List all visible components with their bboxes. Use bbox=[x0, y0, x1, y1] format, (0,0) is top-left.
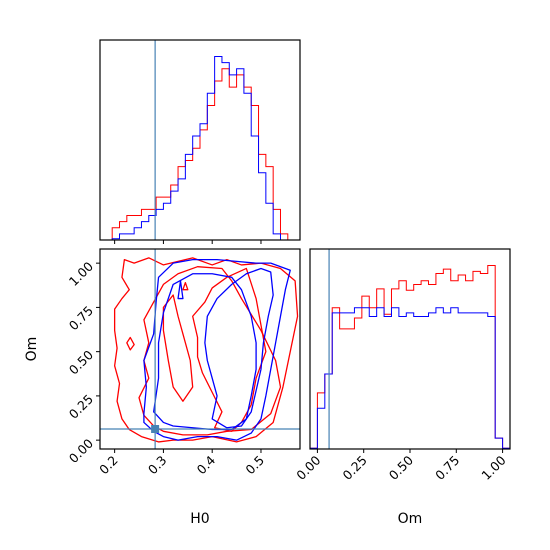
h0-histogram-red-step bbox=[111, 68, 289, 240]
h0-xtick-label: 0.3 bbox=[145, 453, 170, 478]
contour-red-level bbox=[192, 267, 267, 432]
h0-om-contour-panel: 0.2 0.3 0.4 0.5 0.00 0.25 0.50 0.75 1.00 H0 Om bbox=[24, 248, 301, 527]
h0-histogram-blue-step bbox=[111, 56, 288, 240]
h0-xtick-label: 0.2 bbox=[96, 453, 121, 478]
om-histogram-xtick-label: 1.00 bbox=[478, 452, 508, 482]
contour-blue-level bbox=[143, 258, 291, 441]
contour-red-level bbox=[126, 336, 135, 351]
h0-histogram-frame bbox=[99, 39, 301, 241]
om-histogram-xtick-label: 0.75 bbox=[432, 453, 462, 483]
om-histogram-frame bbox=[309, 248, 511, 450]
truth-marker bbox=[151, 425, 160, 433]
contour-blue-level bbox=[177, 280, 184, 300]
om-histogram-panel: 0.00 0.25 0.50 0.75 1.00 Om bbox=[293, 248, 511, 527]
om-xaxis-label: Om bbox=[398, 511, 423, 527]
om-histogram-xtick-label: 0.50 bbox=[386, 452, 416, 482]
om-ytick-label: 0.25 bbox=[66, 391, 96, 421]
contour-red-level bbox=[113, 257, 299, 443]
h0-xaxis-label: H0 bbox=[190, 511, 209, 527]
h0-xtick-label: 0.5 bbox=[242, 453, 267, 478]
h0-xtick-label: 0.4 bbox=[194, 452, 219, 477]
contour-red-level bbox=[182, 281, 189, 291]
om-histogram-xtick-label: 0.25 bbox=[340, 453, 370, 483]
om-ytick-label: 1.00 bbox=[66, 259, 96, 289]
om-histogram-red-step bbox=[310, 265, 510, 449]
h0-histogram-panel bbox=[99, 39, 301, 244]
om-histogram-xtick-label: 0.00 bbox=[293, 452, 323, 482]
om-histogram-blue-step bbox=[310, 307, 510, 449]
om-ytick-label: 0.50 bbox=[66, 347, 96, 377]
contour-blue-level bbox=[204, 267, 274, 429]
om-ytick-label: 0.75 bbox=[66, 303, 96, 333]
om-ytick-label: 0.00 bbox=[66, 436, 96, 466]
om-yaxis-label: Om bbox=[24, 337, 40, 362]
contour-frame bbox=[99, 248, 301, 450]
contour-red-level bbox=[162, 294, 194, 402]
contour-blue-level bbox=[153, 273, 257, 431]
